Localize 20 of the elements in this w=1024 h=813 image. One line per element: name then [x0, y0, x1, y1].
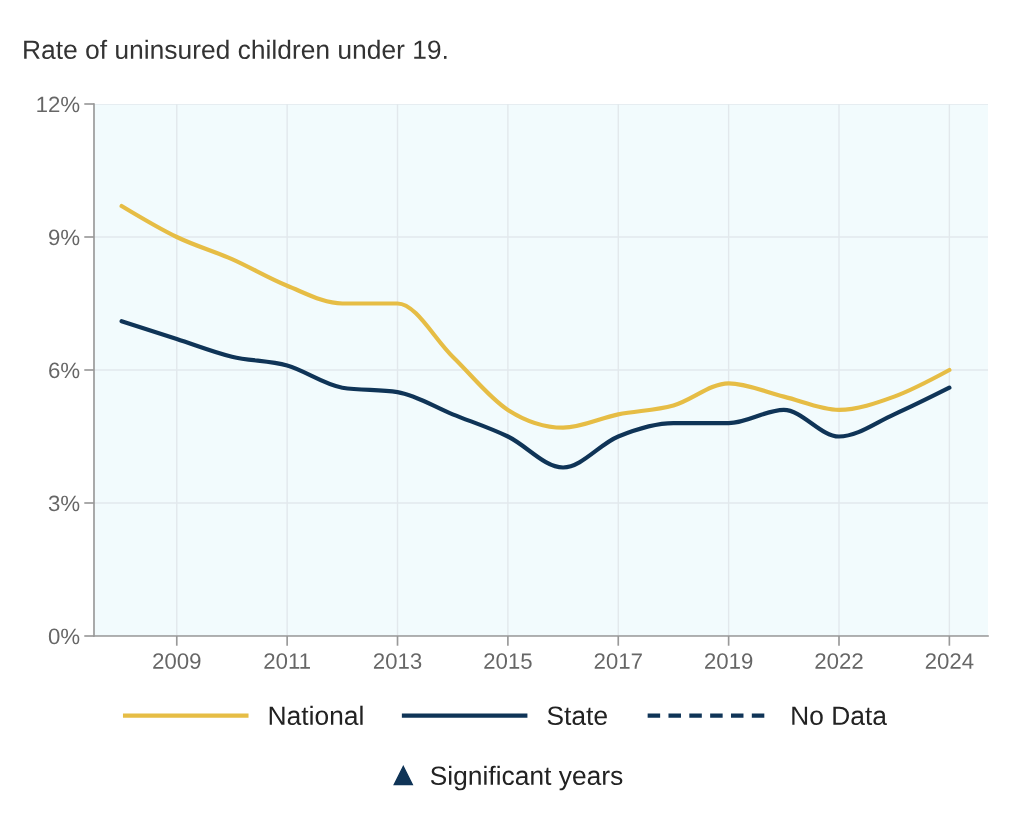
- legend-label: Significant years: [430, 765, 623, 791]
- x-tick-label: 2015: [484, 653, 532, 669]
- x-tick-label: 2009: [153, 653, 201, 669]
- x-tick-label: 2022: [815, 653, 863, 669]
- y-tick-label: 12%: [37, 96, 80, 113]
- y-tick-label: 6%: [49, 362, 80, 379]
- legend-label: National: [269, 705, 363, 726]
- y-tick-label: 3%: [48, 495, 80, 512]
- x-tick-label: 2011: [264, 653, 310, 669]
- line-series: [119, 203, 952, 430]
- chart-title: Rate of uninsured children under 19.: [24, 39, 447, 60]
- x-tick-label: 2019: [705, 653, 753, 669]
- y-tick-label: 0%: [48, 628, 80, 645]
- legend-label: State: [547, 706, 607, 726]
- x-tick-label: 2013: [373, 653, 422, 669]
- legend-label: No Data: [792, 706, 887, 726]
- y-tick-label: 9%: [49, 229, 80, 246]
- line-series: [119, 319, 952, 470]
- x-tick-label: 2017: [594, 653, 642, 669]
- x-tick-label: 2024: [925, 653, 974, 669]
